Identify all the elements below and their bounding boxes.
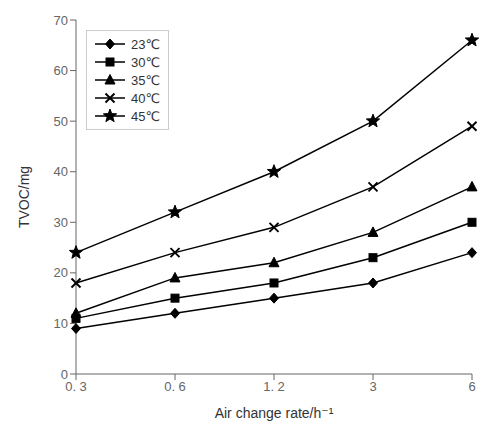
svg-text:40: 40 bbox=[54, 164, 68, 179]
svg-text:1. 2: 1. 2 bbox=[263, 379, 285, 394]
svg-text:Air change rate/h⁻¹: Air change rate/h⁻¹ bbox=[215, 405, 334, 421]
svg-text:70: 70 bbox=[54, 13, 68, 28]
html-text:45℃: 45℃ bbox=[131, 108, 161, 124]
svg-text:TVOC/mg: TVOC/mg bbox=[16, 166, 32, 228]
svg-text:6: 6 bbox=[468, 379, 475, 394]
svg-text:60: 60 bbox=[54, 63, 68, 78]
svg-text:0: 0 bbox=[61, 367, 68, 382]
svg-text:20: 20 bbox=[54, 265, 68, 280]
svg-text:10: 10 bbox=[54, 316, 68, 331]
html-text:23℃: 23℃ bbox=[131, 36, 161, 52]
html-text:30℃: 30℃ bbox=[131, 54, 161, 70]
svg-text:3: 3 bbox=[369, 379, 376, 394]
svg-text:50: 50 bbox=[54, 114, 68, 129]
svg-text:0. 3: 0. 3 bbox=[65, 379, 87, 394]
svg-text:30: 30 bbox=[54, 215, 68, 230]
svg-text:0. 6: 0. 6 bbox=[164, 379, 186, 394]
html-text:40℃: 40℃ bbox=[131, 90, 161, 106]
html-text:35℃: 35℃ bbox=[131, 72, 161, 88]
